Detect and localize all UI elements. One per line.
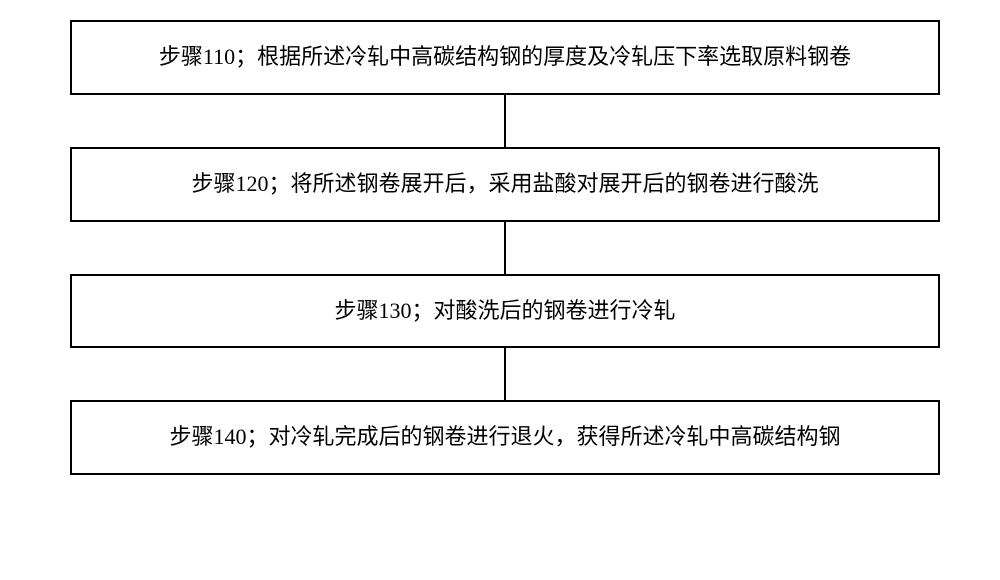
flow-step-110: 步骤110；根据所述冷轧中高碳结构钢的厚度及冷轧压下率选取原料钢卷 xyxy=(70,20,940,95)
flow-connector xyxy=(504,348,506,400)
flow-step-label: 步骤120；将所述钢卷展开后，采用盐酸对展开后的钢卷进行酸洗 xyxy=(191,169,818,200)
flow-step-label: 步骤110；根据所述冷轧中高碳结构钢的厚度及冷轧压下率选取原料钢卷 xyxy=(159,42,851,73)
flow-step-label: 步骤130；对酸洗后的钢卷进行冷轧 xyxy=(334,296,675,327)
flow-step-120: 步骤120；将所述钢卷展开后，采用盐酸对展开后的钢卷进行酸洗 xyxy=(70,147,940,222)
flow-step-label: 步骤140；对冷轧完成后的钢卷进行退火，获得所述冷轧中高碳结构钢 xyxy=(169,422,840,453)
flowchart-container: 步骤110；根据所述冷轧中高碳结构钢的厚度及冷轧压下率选取原料钢卷 步骤120；… xyxy=(70,20,940,475)
flow-step-140: 步骤140；对冷轧完成后的钢卷进行退火，获得所述冷轧中高碳结构钢 xyxy=(70,400,940,475)
flow-connector xyxy=(504,95,506,147)
flow-step-130: 步骤130；对酸洗后的钢卷进行冷轧 xyxy=(70,274,940,349)
flow-connector xyxy=(504,222,506,274)
